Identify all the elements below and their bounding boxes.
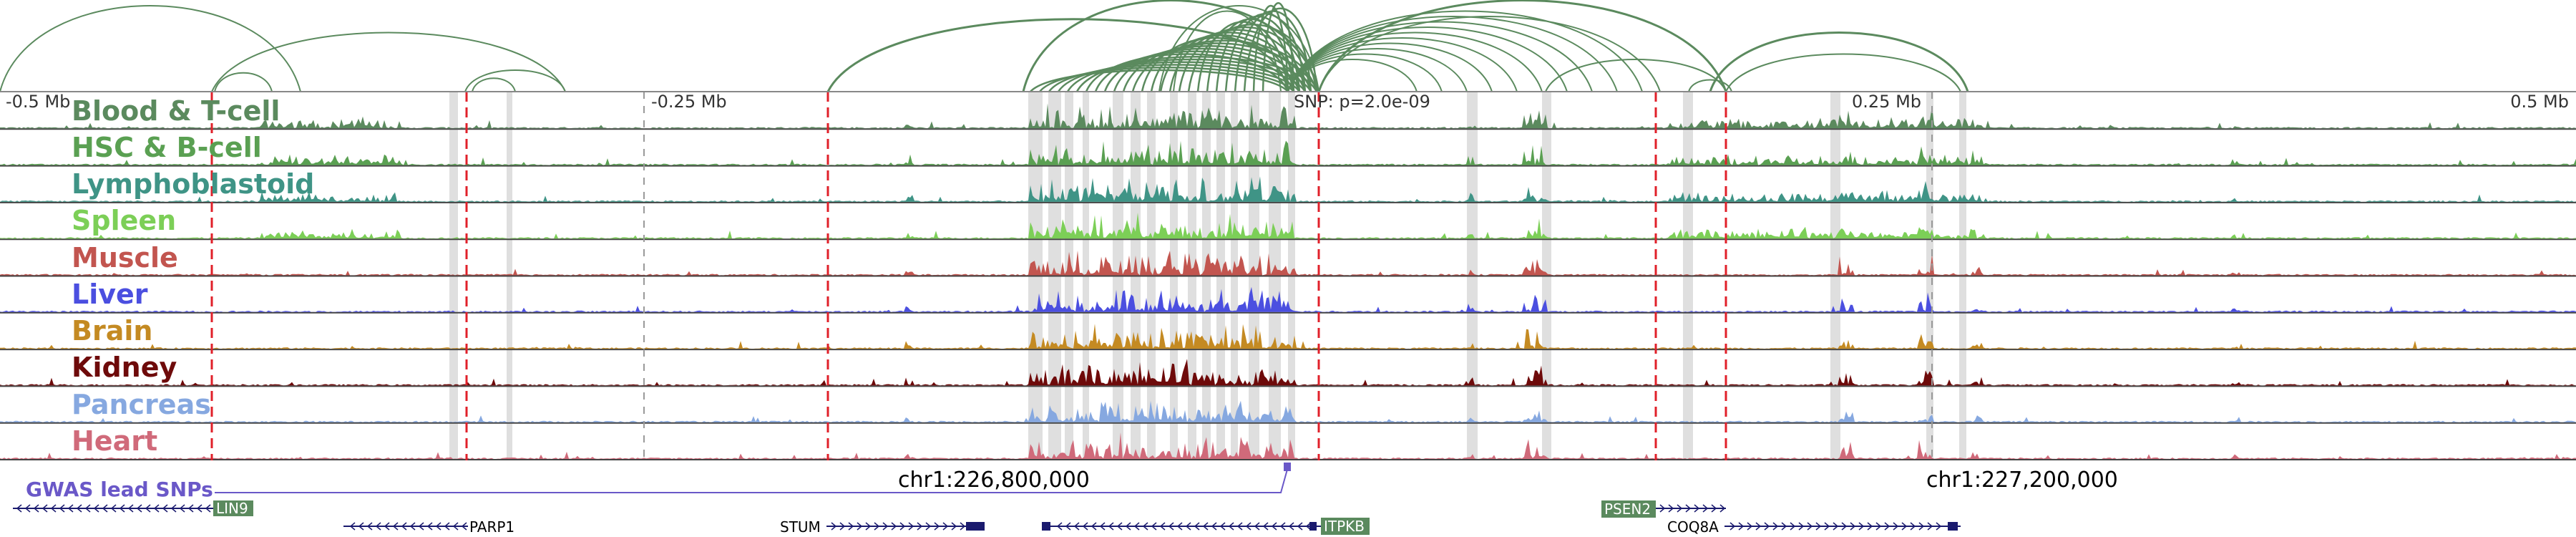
gene-itpkb[interactable]: ITPKB — [1042, 518, 1370, 535]
gwas-snp-marker[interactable] — [1284, 463, 1291, 471]
gwas-connector — [215, 466, 1289, 493]
track-label-muscle: Muscle — [72, 242, 178, 274]
position-axis: -0.5 Mb -0.25 Mb SNP: p=2.0e-09 0.25 Mb … — [0, 91, 2576, 112]
axis-label-snp: SNP: p=2.0e-09 — [1294, 92, 1430, 112]
gene-track: LIN9 PARP1 STUM ITPKB PSEN2 — [13, 500, 1961, 536]
gene-stum[interactable]: STUM — [780, 518, 985, 536]
gene-coq8a-exon — [1948, 522, 1958, 531]
track-label-pancreas: Pancreas — [72, 389, 211, 420]
track-labels: Blood & T-cell HSC & B-cell Lymphoblasto… — [72, 95, 314, 457]
gene-lin9-box — [213, 500, 253, 516]
track-label-liver: Liver — [72, 279, 148, 310]
track-label-blood-t-cell: Blood & T-cell — [72, 95, 280, 127]
track-label-kidney: Kidney — [72, 352, 177, 383]
gwas-label: GWAS lead SNPs — [26, 478, 213, 501]
gene-lin9-label: LIN9 — [216, 500, 248, 517]
red-dashed-markers — [210, 92, 1933, 460]
axis-label-right: 0.5 Mb — [2510, 92, 2569, 112]
track-label-spleen: Spleen — [72, 205, 176, 236]
gene-stum-label: STUM — [780, 518, 821, 536]
gene-itpkb-exon-right — [1309, 522, 1317, 531]
axis-label-mid-right: 0.25 Mb — [1852, 92, 1921, 112]
gene-psen2[interactable]: PSEN2 — [1601, 500, 1726, 518]
gene-parp1[interactable]: PARP1 — [343, 518, 514, 536]
coordinate-left: chr1:226,800,000 — [898, 468, 1090, 493]
gene-lin9[interactable]: LIN9 — [13, 500, 253, 517]
gene-psen2-box — [1601, 500, 1656, 518]
axis-label-left: -0.5 Mb — [6, 92, 70, 112]
gene-itpkb-box — [1321, 518, 1370, 535]
gene-psen2-label: PSEN2 — [1604, 500, 1651, 518]
coordinate-right: chr1:227,200,000 — [1926, 468, 2118, 493]
gene-itpkb-label: ITPKB — [1324, 518, 1365, 535]
track-label-brain: Brain — [72, 315, 152, 347]
gene-coq8a-label: COQ8A — [1667, 518, 1719, 536]
track-label-heart: Heart — [72, 425, 157, 457]
gene-coq8a[interactable]: COQ8A — [1667, 518, 1961, 536]
gene-stum-exon — [966, 522, 985, 531]
gene-parp1-label: PARP1 — [469, 518, 514, 536]
track-label-hsc-b-cell: HSC & B-cell — [72, 132, 262, 163]
gwas-lead-snps-track: GWAS lead SNPs — [26, 463, 1291, 501]
axis-label-mid-left: -0.25 Mb — [651, 92, 727, 112]
interaction-arcs — [0, 0, 1969, 92]
track-label-lymphoblastoid: Lymphoblastoid — [72, 168, 314, 200]
